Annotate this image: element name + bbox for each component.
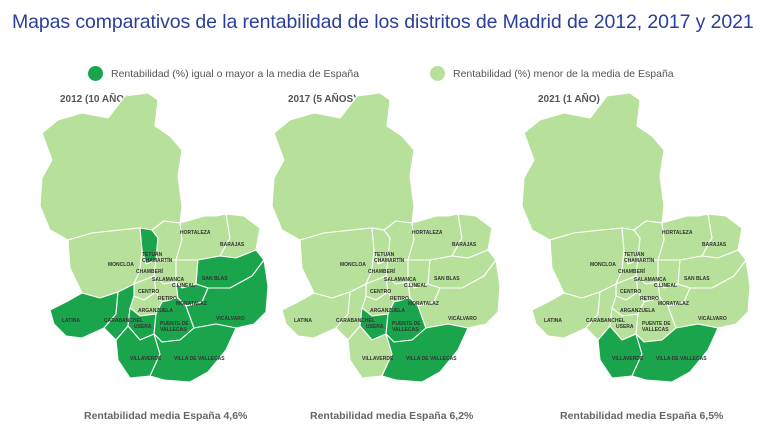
district-label-salamanca: SALAMANCA <box>634 277 667 283</box>
legend-above-swatch <box>88 66 103 81</box>
map-2012-year: 2012 (10 AÑOS) <box>60 94 135 105</box>
map-2017-caption: Rentabilidad media España 6,2% <box>310 410 474 422</box>
district-label-arganzuela: ARGANZUELA <box>138 308 173 314</box>
district-label-carabanchel: CARABANCHEL <box>336 318 375 324</box>
district-label-chamartin: CHAMARTÍN <box>142 256 173 264</box>
district-label-barajas: BARAJAS <box>702 242 727 248</box>
district-label-villaverde: VILLAVERDE <box>130 356 162 362</box>
district-label-latina: LATINA <box>294 318 312 324</box>
district-label-salamanca: SALAMANCA <box>152 277 185 283</box>
district-label-moratalaz: MORATALAZ <box>176 301 207 307</box>
district-label-usera: USERA <box>366 324 384 330</box>
district-label-villa-de-vallecas: VILLA DE VALLECAS <box>174 356 225 362</box>
district-label-moncloa: MONCLOA <box>108 262 134 268</box>
district-label-retiro: RETIRO <box>390 296 409 302</box>
district-label-carabanchel: CARABANCHEL <box>104 318 143 324</box>
legend-below: Rentabilidad (%) menor de la media de Es… <box>430 66 674 81</box>
district-label-carabanchel: CARABANCHEL <box>586 318 625 324</box>
district-label-puente-de-vallecas-2: VALLECAS <box>392 327 419 333</box>
district-label-latina: LATINA <box>544 318 562 324</box>
district-label-puente-de-vallecas-1: PUENTE DE <box>392 321 421 327</box>
district-label-puente-de-vallecas-2: VALLECAS <box>160 327 187 333</box>
district-label-villaverde: VILLAVERDE <box>612 356 644 362</box>
district-label-hortaleza: HORTALEZA <box>412 230 443 236</box>
district-label-centro: CENTRO <box>138 289 159 295</box>
district-label-puente-de-vallecas-1: PUENTE DE <box>160 321 189 327</box>
district-label-vicalvaro: VICÁLVARO <box>216 315 245 322</box>
district-label-chamberi: CHAMBERÍ <box>368 267 396 275</box>
district-label-villa-de-vallecas: VILLA DE VALLECAS <box>656 356 707 362</box>
district-label-moratalaz: MORATALAZ <box>658 301 689 307</box>
district-label-puente-de-vallecas-2: VALLECAS <box>642 327 669 333</box>
district-villa-de-vallecas <box>149 323 237 383</box>
district-label-centro: CENTRO <box>620 289 641 295</box>
district-fuencarral <box>39 92 183 241</box>
legend-below-label: Rentabilidad (%) menor de la media de Es… <box>453 67 674 80</box>
district-label-latina: LATINA <box>62 318 80 324</box>
district-label-salamanca: SALAMANCA <box>384 277 417 283</box>
district-label-c-lineal: C.LINEAL <box>172 283 195 289</box>
district-label-arganzuela: ARGANZUELA <box>370 308 405 314</box>
district-label-retiro: RETIRO <box>640 296 659 302</box>
district-label-vicalvaro: VICÁLVARO <box>698 315 727 322</box>
district-label-san-blas: SAN BLAS <box>434 276 460 282</box>
district-label-puente-de-vallecas-1: PUENTE DE <box>642 321 671 327</box>
district-label-moratalaz: MORATALAZ <box>408 301 439 307</box>
district-label-centro: CENTRO <box>370 289 391 295</box>
district-label-san-blas: SAN BLAS <box>684 276 710 282</box>
district-label-chamartin: CHAMARTÍN <box>624 256 655 264</box>
district-label-tetuan: TETUÁN <box>142 251 163 258</box>
district-label-chamberi: CHAMBERÍ <box>136 267 164 275</box>
district-label-villa-de-vallecas: VILLA DE VALLECAS <box>406 356 457 362</box>
district-label-usera: USERA <box>616 324 634 330</box>
district-label-barajas: BARAJAS <box>220 242 245 248</box>
district-fuencarral <box>271 92 415 241</box>
district-label-chamberi: CHAMBERÍ <box>618 267 646 275</box>
district-label-hortaleza: HORTALEZA <box>662 230 693 236</box>
legend-above-label: Rentabilidad (%) igual o mayor a la medi… <box>111 67 360 80</box>
legend-below-swatch <box>430 66 445 81</box>
district-label-c-lineal: C.LINEAL <box>654 283 677 289</box>
legend-above: Rentabilidad (%) igual o mayor a la medi… <box>88 66 359 81</box>
map-2021-year: 2021 (1 AÑO) <box>538 94 600 105</box>
district-label-c-lineal: C.LINEAL <box>404 283 427 289</box>
district-label-villaverde: VILLAVERDE <box>362 356 394 362</box>
district-label-san-blas: SAN BLAS <box>202 276 228 282</box>
district-label-vicalvaro: VICÁLVARO <box>448 315 477 322</box>
district-label-tetuan: TETUÁN <box>624 251 645 258</box>
map-2012-caption: Rentabilidad media España 4,6% <box>84 410 248 422</box>
district-label-barajas: BARAJAS <box>452 242 477 248</box>
district-villa-de-vallecas <box>381 323 469 383</box>
district-fuencarral <box>521 92 665 241</box>
district-label-usera: USERA <box>134 324 152 330</box>
district-label-moncloa: MONCLOA <box>340 262 366 268</box>
page-title: Mapas comparativos de la rentabilidad de… <box>12 11 754 33</box>
district-label-moncloa: MONCLOA <box>590 262 616 268</box>
district-label-hortaleza: HORTALEZA <box>180 230 211 236</box>
district-label-retiro: RETIRO <box>158 296 177 302</box>
district-label-arganzuela: ARGANZUELA <box>620 308 655 314</box>
map-2017-year: 2017 (5 AÑOS) <box>288 94 357 105</box>
district-villa-de-vallecas <box>631 323 719 383</box>
district-label-tetuan: TETUÁN <box>374 251 395 258</box>
district-label-chamartin: CHAMARTÍN <box>374 256 405 264</box>
map-2021-caption: Rentabilidad media España 6,5% <box>560 410 724 422</box>
